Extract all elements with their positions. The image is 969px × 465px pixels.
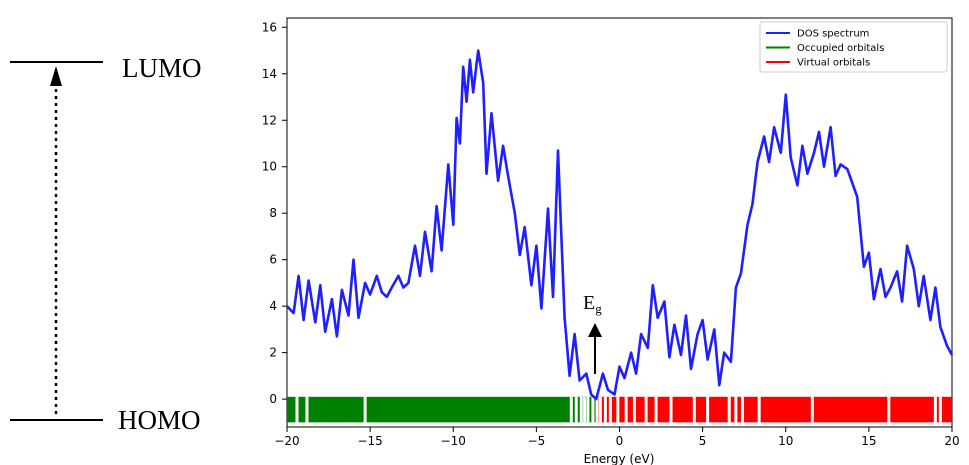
legend-label: DOS spectrum [797,29,869,40]
y-tick-label: 14 [262,67,277,81]
lumo-label: LUMO [122,53,202,83]
x-tick-label: −10 [441,434,466,448]
x-tick-label: −20 [274,434,299,448]
orbital-gap [616,396,620,423]
orbital-gap [741,396,745,423]
x-axis-label: Energy (eV) [584,452,655,465]
occupied-orbitals-bar [287,396,597,423]
dos-chart: 0 2 4 6 8 10 12 14 16 −20 −15 −10 −5 0 5 10 15 20 Energy… [262,17,960,465]
orbital-gap [887,396,891,423]
orbital-gap [727,396,731,423]
orbital-gap [579,396,583,423]
orbital-gap [608,396,612,423]
y-tick-label: 6 [269,253,277,267]
orbital-gap [305,396,309,423]
y-tick-label: 0 [269,392,277,406]
orbital-gap [644,396,648,423]
orbital-gap [706,396,710,423]
x-axis-ticks: −20 −15 −10 −5 0 5 10 15 20 [274,427,960,448]
dos-spectrum-line [286,49,954,401]
y-tick-label: 16 [262,20,277,34]
orbital-gap [632,396,636,423]
orbital-gap [583,396,587,423]
y-tick-label: 2 [269,346,277,360]
x-tick-label: 5 [699,434,707,448]
orbital-gap [933,396,937,423]
orbital-gap [757,396,761,423]
band-gap-symbol: E [583,292,595,314]
band-gap-annotation: Eg [583,292,602,374]
orbital-gap [938,396,942,423]
orbital-bars [287,396,952,423]
y-axis-ticks: 0 2 4 6 8 10 12 14 16 [262,20,287,406]
band-gap-label: Eg [583,292,602,316]
legend: DOS spectrum Occupied orbitals Virtual orb… [759,21,948,73]
homo-label: HOMO [118,405,201,435]
virtual-orbitals-bar [596,396,952,423]
y-tick-label: 10 [262,160,277,174]
orbital-gap [598,396,602,423]
orbital-gap [669,396,673,423]
x-tick-label: 0 [616,434,624,448]
legend-label: Virtual orbitals [797,58,870,69]
orbital-gap [574,396,578,423]
legend-box [759,21,948,73]
x-tick-label: 10 [778,434,793,448]
legend-label: Occupied orbitals [797,43,884,54]
y-tick-label: 12 [262,113,277,127]
x-tick-label: 15 [861,434,876,448]
orbital-gap [654,396,658,423]
orbital-gap [295,396,299,423]
orbital-gap [810,396,814,423]
orbital-gap [363,396,367,423]
x-tick-label: 20 [944,434,959,448]
orbital-gap [595,396,599,423]
orbital-gap [692,396,696,423]
orbital-gap [624,396,628,423]
homo-lumo-diagram: LUMO HOMO [10,53,202,435]
orbital-gap [591,396,595,423]
orbital-gap [569,396,573,423]
orbital-gap [734,396,738,423]
band-gap-subscript: g [595,301,602,316]
x-tick-label: −5 [528,434,546,448]
orbital-gap [603,396,607,423]
legend-entries: DOS spectrum Occupied orbitals Virtual orb… [766,29,884,69]
orbital-gap [586,396,590,423]
y-tick-label: 4 [269,299,277,313]
excitation-arrowhead-icon [50,66,62,86]
y-tick-label: 8 [269,206,277,220]
band-gap-arrowhead-icon [588,323,602,337]
x-tick-label: −15 [357,434,382,448]
